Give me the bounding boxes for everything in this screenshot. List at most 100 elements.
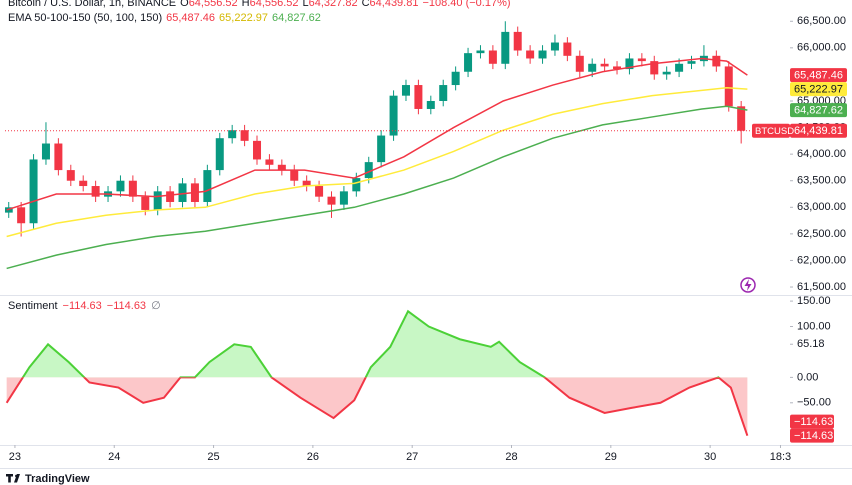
x-tick-label: 29 [605,451,617,463]
x-tick-label: 24 [108,451,120,463]
y-tick-label: 150.00 [797,295,831,307]
alert-icon[interactable] [740,277,756,293]
y-tick-label: 100.00 [797,320,831,332]
candle-body [426,100,435,109]
candle-body [116,180,125,192]
candle-body [91,186,100,197]
ohlc-key: H [242,0,250,9]
symbol-label: BTCUSD [755,126,794,137]
footer-logo[interactable]: TradingView [6,473,90,485]
price-pane [5,21,790,270]
x-tick-label: 25 [207,451,219,463]
candle-body [662,71,671,75]
candle-body [563,42,572,56]
candle-body [302,180,311,187]
candle-body [215,138,224,171]
logo-dot [15,474,18,478]
candle-body [575,55,584,72]
symbol-box [752,123,790,138]
sentiment-legend: Sentiment −114.63 −114.63 ∅ [8,300,161,312]
candle-body [17,207,26,224]
ema-last-label: 64,827.62 [794,105,843,117]
candle-body [588,63,597,72]
candle-body [327,196,336,205]
x-tick-label: 30 [704,451,716,463]
candle-body [240,130,249,141]
y-tick-label: 63,000.00 [797,201,846,213]
sentiment-part [5,377,749,436]
candle-body [253,140,262,160]
y-tick-label: 0.00 [797,371,818,383]
sentiment-pane [5,309,749,436]
last-price-box [790,123,847,138]
y-tick-label: 64,000.00 [797,148,846,160]
y-tick-label: 63,500.00 [797,175,846,187]
candle-body [141,196,150,210]
sentiment-last-box [790,414,834,429]
candle-body [464,53,473,72]
chart-title: Bitcoin / U.S. Dollar, 1h, BINANCE O64,55… [8,0,511,9]
axes: 66,500.0066,000.0065,500.0065,000.0064,5… [9,15,847,463]
ema-last-box [790,68,847,83]
candle-body [41,143,50,160]
candle-body [352,178,361,192]
y-tick-label: 62,500.00 [797,228,846,240]
sentiment-area [6,377,748,436]
candle-body [128,180,137,197]
candle-body [364,162,373,179]
indicator-legend: EMA 50-100-150 (50, 100, 150) 65,487.46 65… [8,12,321,24]
indicator-value: ∅ [151,300,161,312]
ema-line [6,105,748,270]
ohlc-value: 64,556.52 [250,0,299,9]
candle-body [501,31,510,64]
y-tick-label: 65.18 [797,338,825,350]
ema-line [6,86,748,238]
ema-line [6,57,748,211]
candle-body [290,170,299,181]
candle-body [66,170,75,181]
indicator-value: −114.63 [63,300,102,312]
y-tick-label: 66,000.00 [797,42,846,54]
candle-body [637,58,646,62]
candle-body [600,63,609,67]
ohlc-value: 64,439.81 [370,0,419,9]
candle-body [712,55,721,67]
x-tick-label: 18:3 [770,451,791,463]
ema-last-label: 65,222.97 [794,84,843,96]
ema-last-box [790,82,847,97]
sentiment-last-label: −114.63 [794,430,833,442]
candle-body [166,191,175,202]
sentiment-last-box [790,428,834,443]
candle-body [675,63,684,72]
sentiment-part [21,309,720,378]
candle-body [687,61,696,64]
candle-body [526,50,535,59]
y-tick-label: 61,500.00 [797,281,846,293]
x-tick-label: 26 [307,451,319,463]
candle-body [315,186,324,197]
sentiment-area [22,311,545,378]
candle-body [613,66,622,70]
ohlc-value: 64,556.52 [189,0,238,9]
candle-body [625,58,634,70]
legends: Bitcoin / U.S. Dollar, 1h, BINANCE O64,55… [8,0,511,312]
candle-body [414,85,423,109]
candle-body [377,135,386,163]
sentiment-line [5,377,749,436]
indicator-value: 64,827.62 [272,12,321,24]
sentiment-last-label: −114.63 [794,416,833,428]
ohlc-key: O [180,0,189,9]
candle-body [228,130,237,139]
candle-body [451,71,460,86]
candle-body [265,159,274,165]
ema-last-label: 65,487.46 [794,69,843,81]
candle-body [389,95,398,136]
candle-body [79,180,88,187]
candle-body [737,106,746,131]
candle-body [513,31,522,51]
candle-body [439,85,448,101]
x-tick-label: 27 [406,451,418,463]
candle-body [538,50,547,59]
